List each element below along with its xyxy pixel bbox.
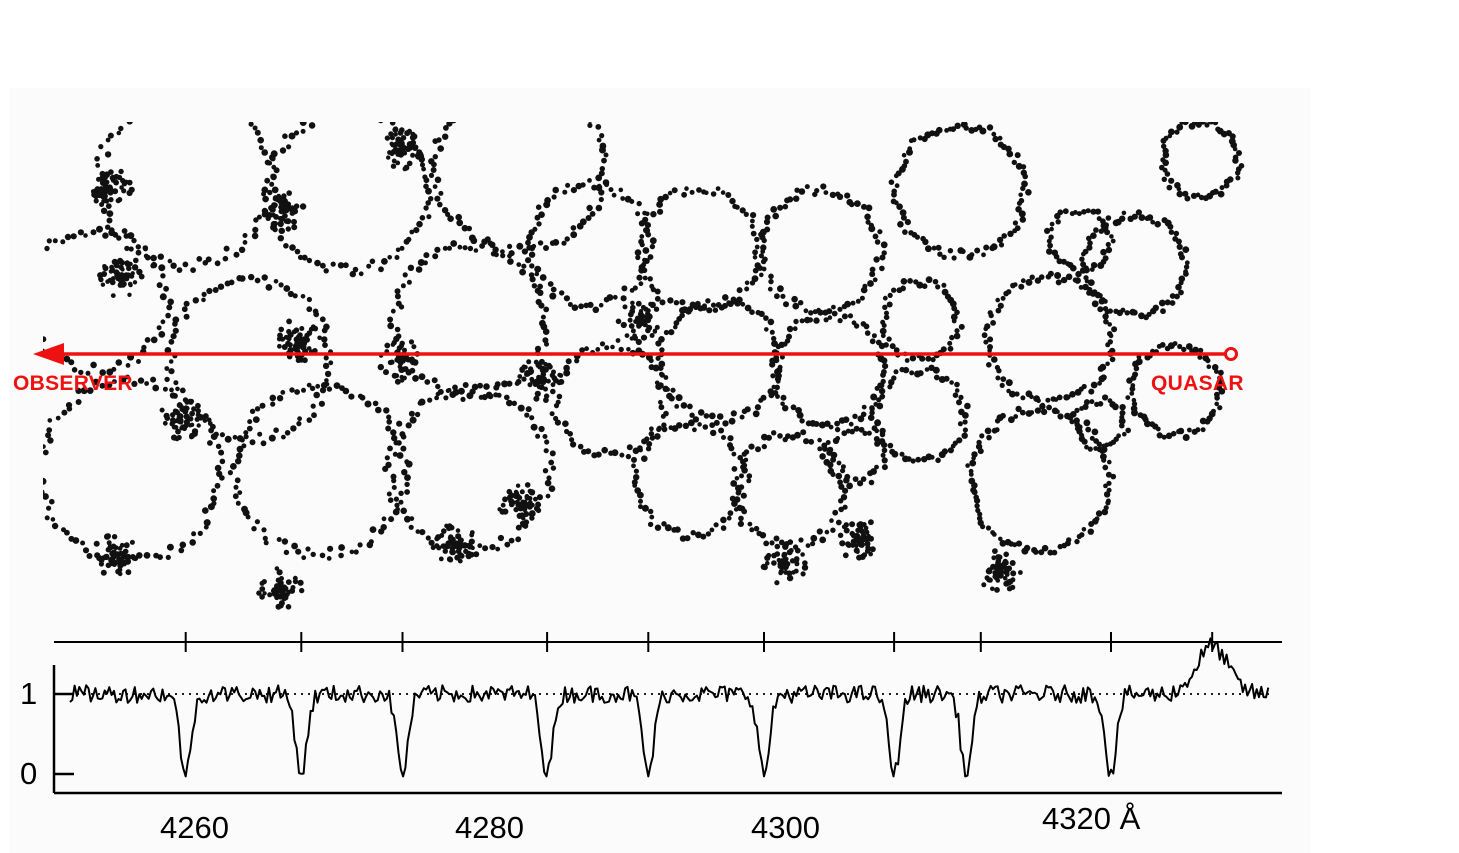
spectrum-plot [52, 632, 1282, 795]
y-tick-label-1: 1 [20, 676, 38, 711]
x-tick-label-4320: 4320 Å [1042, 801, 1141, 836]
quasar-point-icon [1224, 347, 1238, 361]
x-tick-label-4260: 4260 [160, 810, 229, 845]
flux-spectrum-line [69, 637, 1270, 778]
x-tick-label-4300: 4300 [751, 810, 820, 845]
quasar-label: QUASAR [1151, 372, 1244, 395]
arrowhead-icon [33, 343, 64, 365]
cosmic-web-illustration [43, 122, 1245, 610]
line-of-sight-arrow [33, 343, 1238, 365]
y-tick-label-0: 0 [20, 756, 38, 791]
web-panel-background [10, 88, 1310, 853]
x-tick-label-4280: 4280 [455, 810, 524, 845]
observer-label: OBSERVER [13, 372, 133, 395]
